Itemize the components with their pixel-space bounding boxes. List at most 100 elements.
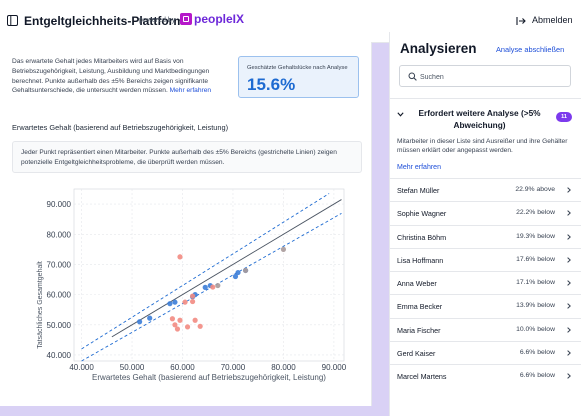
data-point bbox=[232, 273, 239, 280]
employee-row[interactable]: Emma Becker 13.9% below bbox=[389, 294, 581, 317]
brand-logo-icon bbox=[180, 13, 192, 25]
employee-name: Lisa Hoffmann bbox=[397, 255, 444, 265]
finish-analysis-button[interactable]: Analyse abschließen bbox=[496, 45, 565, 54]
chart-hint-box: Jeder Punkt repräsentiert einen Mitarbei… bbox=[12, 141, 362, 173]
gap-value: 15.6% bbox=[247, 75, 296, 94]
analysis-panel bbox=[389, 32, 581, 416]
data-point bbox=[167, 301, 173, 307]
intro-description: Das erwartete Gehalt jedes Mitarbeiters … bbox=[12, 58, 210, 95]
data-point bbox=[235, 269, 241, 276]
x-tick-label: 50.000 bbox=[120, 363, 145, 372]
employee-name: Maria Fischer bbox=[397, 325, 441, 335]
data-point bbox=[202, 284, 208, 290]
data-point bbox=[172, 299, 178, 305]
employee-row[interactable]: Lisa Hoffmann 17.6% below bbox=[389, 247, 581, 271]
chevron-right-icon bbox=[567, 280, 571, 286]
employee-row[interactable]: Christina Böhm 19.3% below bbox=[389, 224, 581, 248]
employee-deviation: 13.9% below bbox=[516, 302, 555, 310]
y-tick-label: 80.000 bbox=[47, 230, 72, 239]
y-tick-label: 60.000 bbox=[47, 291, 72, 300]
data-point bbox=[189, 293, 196, 299]
data-point bbox=[242, 267, 249, 274]
employee-deviation: 17.1% below bbox=[516, 279, 555, 287]
employee-row[interactable]: Marcel Martens 6.6% below bbox=[389, 364, 581, 387]
logout-icon[interactable] bbox=[516, 16, 526, 26]
employee-name: Marcel Martens bbox=[397, 372, 447, 382]
chevron-right-icon bbox=[567, 350, 571, 356]
employee-row[interactable]: Gerd Kaiser 6.6% below bbox=[389, 341, 581, 364]
employee-row[interactable]: Anna Weber 17.1% below bbox=[389, 271, 581, 294]
x-tick-label: 70.000 bbox=[221, 363, 246, 372]
employee-name: Stefan Müller bbox=[397, 186, 440, 195]
data-point bbox=[184, 324, 191, 330]
data-point bbox=[210, 284, 216, 290]
search-box[interactable] bbox=[399, 65, 571, 87]
data-point bbox=[177, 254, 183, 260]
data-point bbox=[177, 317, 183, 323]
employee-deviation: 6.6% below bbox=[519, 349, 555, 357]
y-tick-label: 70.000 bbox=[47, 260, 72, 269]
data-point bbox=[169, 316, 176, 322]
employee-row[interactable]: Sophie Wagner 22.2% below bbox=[389, 201, 581, 224]
chart-hint-text: Jeder Punkt repräsentiert einen Mitarbei… bbox=[21, 149, 337, 166]
data-point bbox=[280, 246, 287, 252]
data-point bbox=[147, 315, 153, 321]
employee-name: Gerd Kaiser bbox=[397, 349, 436, 359]
gap-card: Geschätzte Gehaltslücke nach Analyse 15.… bbox=[238, 56, 359, 98]
data-point bbox=[172, 322, 178, 328]
employee-deviation: 22.9% above bbox=[515, 186, 555, 193]
data-point bbox=[192, 317, 198, 323]
x-tick-label: 90.000 bbox=[322, 363, 347, 372]
data-point bbox=[197, 323, 203, 329]
data-point bbox=[215, 282, 221, 289]
chevron-right-icon bbox=[567, 233, 571, 240]
intro-text: Das erwartete Gehalt jedes Mitarbeiters … bbox=[12, 57, 230, 96]
data-point bbox=[137, 319, 143, 325]
chevron-right-icon bbox=[567, 210, 571, 217]
employee-deviation: 10.0% below bbox=[516, 325, 555, 333]
chevron-right-icon bbox=[567, 187, 571, 193]
bottom-strip bbox=[0, 406, 389, 416]
employee-deviation: 22.2% below bbox=[516, 209, 555, 217]
employee-deviation: 17.6% below bbox=[516, 255, 555, 263]
sidebar-toggle-icon[interactable] bbox=[7, 15, 18, 26]
x-tick-label: 40.000 bbox=[69, 363, 94, 372]
y-tick-label: 50.000 bbox=[47, 321, 72, 330]
outlier-more-link[interactable]: Mehr erfahren bbox=[397, 164, 441, 171]
data-point bbox=[182, 299, 188, 305]
search-icon bbox=[408, 72, 417, 81]
panel-title: Analysieren bbox=[400, 41, 477, 56]
chevron-down-icon[interactable] bbox=[397, 112, 404, 117]
y-tick-label: 90.000 bbox=[47, 200, 72, 209]
band-line bbox=[81, 193, 330, 350]
parity-line bbox=[111, 199, 342, 338]
x-axis-label: Erwartetes Gehalt (basierend auf Betrieb… bbox=[92, 373, 326, 382]
gap-label: Geschätzte Gehaltslücke nach Analyse bbox=[247, 65, 348, 71]
data-point bbox=[174, 326, 181, 332]
x-tick-label: 60.000 bbox=[170, 363, 195, 372]
employee-list: Stefan Müller 22.9% above Sophie Wagner … bbox=[389, 178, 581, 388]
employee-deviation: 19.3% below bbox=[516, 232, 555, 240]
employee-name: Sophie Wagner bbox=[397, 209, 447, 219]
outlier-group-description: Mitarbeiter in dieser Liste sind Ausreiß… bbox=[397, 138, 568, 155]
outlier-count-badge: 11 bbox=[556, 112, 572, 122]
salary-scatter-chart: 40.000 50.000 60.000 70.000 80.000 90.000 40.0… bbox=[37, 188, 347, 382]
chevron-right-icon bbox=[567, 257, 571, 263]
brand-name: peopleIX bbox=[194, 12, 245, 26]
employee-name: Anna Weber bbox=[397, 279, 437, 289]
y-axis-label: Tatsächliches Gesamtgehalt bbox=[37, 261, 44, 349]
search-input[interactable] bbox=[418, 68, 570, 86]
intro-more-link[interactable]: Mehr erfahren bbox=[169, 87, 212, 95]
powered-by-label: powered by bbox=[139, 17, 176, 24]
outlier-group-title[interactable]: Erfordert weitere Analyse (>5% Abweichun… bbox=[418, 108, 541, 130]
employee-row[interactable]: Maria Fischer 10.0% below bbox=[389, 317, 581, 341]
chart-section-title: Erwartetes Gehalt (basierend auf Betrieb… bbox=[12, 123, 229, 132]
panel-divider bbox=[389, 98, 581, 99]
logout-button[interactable]: Abmelden bbox=[532, 15, 573, 25]
chevron-right-icon bbox=[567, 373, 571, 380]
employee-name: Christina Böhm bbox=[397, 232, 447, 242]
y-tick-label: 40.000 bbox=[47, 351, 72, 360]
employee-row[interactable]: Stefan Müller 22.9% above bbox=[389, 178, 581, 201]
data-point bbox=[189, 298, 196, 305]
employee-name: Emma Becker bbox=[397, 302, 443, 312]
